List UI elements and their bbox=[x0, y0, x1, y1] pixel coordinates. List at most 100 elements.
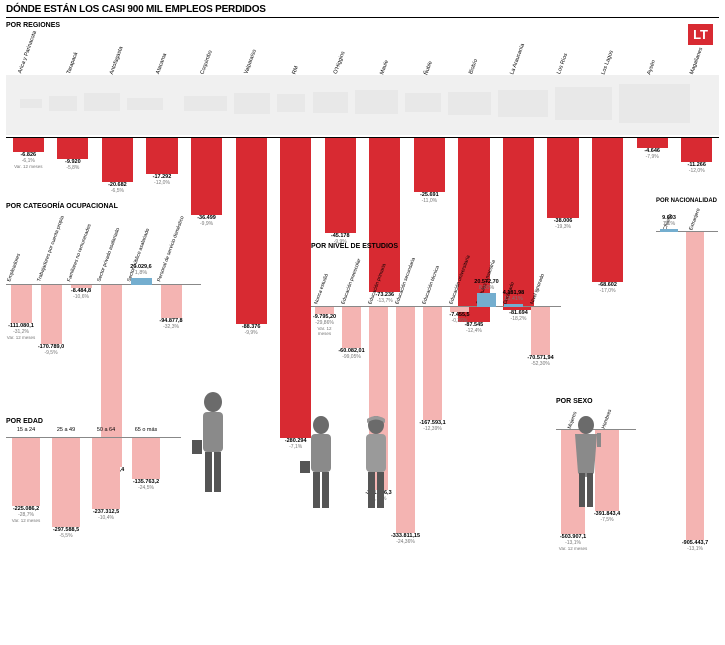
bar-pct: -5,8% bbox=[66, 165, 79, 171]
mini-label: Trabajadores por cuenta propia bbox=[36, 215, 65, 282]
bar-pct: -7,9% bbox=[646, 154, 659, 160]
bar-pct: -6,5% bbox=[111, 188, 124, 194]
region-label: Los Ríos bbox=[556, 51, 570, 75]
bar-pct: -12,39% bbox=[423, 426, 442, 432]
bar-pct: -10,6% bbox=[73, 294, 89, 300]
bar-pct: -99,05% bbox=[342, 354, 361, 360]
mini-bar bbox=[161, 285, 182, 318]
mini-bar bbox=[660, 229, 678, 232]
region-labels: Arica y Parinacota Tarapacá Antofagasta Ata… bbox=[6, 31, 719, 75]
bar-pct: -9,9% bbox=[245, 330, 258, 336]
bar-pct: -5,5% bbox=[59, 533, 72, 539]
bar-pct: -24,36% bbox=[396, 539, 415, 545]
person-figure-4 bbox=[561, 413, 611, 523]
section-edad: POR EDAD 15 a 24 25 a 49 50 a 64 65 o más -… bbox=[6, 418, 181, 539]
mini-label: 65 o más bbox=[135, 427, 158, 437]
mini-bar bbox=[131, 278, 152, 285]
mini-label: Nivel ignorado bbox=[529, 255, 552, 306]
region-label: Los Lagos bbox=[600, 47, 615, 75]
region-label: RM bbox=[291, 64, 300, 76]
region-bar bbox=[414, 138, 445, 192]
bar-value: 20.029,61,8% bbox=[126, 264, 155, 276]
bar-pct: -12,0% bbox=[154, 180, 170, 186]
region-label: Maule bbox=[379, 58, 390, 76]
bar-pct: -9,9% bbox=[200, 221, 213, 227]
mini-label: 50 a 64 bbox=[97, 427, 115, 437]
region-label: Ñuble bbox=[424, 58, 435, 75]
region-label: Arica y Parinacota bbox=[17, 29, 39, 75]
section-estudios-label: POR NIVEL DE ESTUDIOS bbox=[311, 243, 561, 250]
bar-pct: -12,0% bbox=[689, 168, 705, 174]
mini-bar bbox=[531, 307, 550, 355]
region-bar bbox=[325, 138, 356, 233]
person-figure-1 bbox=[186, 388, 241, 508]
section-edad-label: POR EDAD bbox=[6, 418, 181, 425]
region-bar bbox=[681, 138, 712, 162]
bar-pct: -32,3% bbox=[163, 324, 179, 330]
bar-pct: -9,5% bbox=[44, 350, 57, 356]
mini-bar bbox=[12, 438, 40, 506]
mini-label: Educación primaria bbox=[367, 255, 390, 306]
section-sexo-label: POR SEXO bbox=[556, 398, 636, 405]
section-estudios: POR NIVEL DE ESTUDIOS Nunca estudióEduca… bbox=[311, 243, 561, 545]
chile-map bbox=[6, 75, 719, 135]
mini-bar bbox=[686, 232, 704, 540]
region-bar bbox=[236, 138, 267, 324]
section-regions-label: POR REGIONES bbox=[6, 22, 719, 29]
mini-bar bbox=[11, 285, 32, 323]
mini-bar bbox=[342, 307, 361, 348]
bar-value: 4.181,9813,41% bbox=[500, 290, 526, 302]
region-bar bbox=[637, 138, 668, 148]
mini-label: 15 a 24 bbox=[17, 427, 35, 437]
region-label: Coquimbo bbox=[199, 48, 214, 75]
bar-value: 9.6931,1% bbox=[656, 215, 681, 227]
mini-bar bbox=[52, 438, 80, 527]
mini-label: Nunca estudió bbox=[313, 255, 336, 306]
bar-pct: -0,36% bbox=[452, 318, 468, 324]
mini-bar bbox=[315, 307, 334, 314]
section-nacionalidad: POR NACIONALIDAD ChilenoExtranjero 9.693… bbox=[656, 198, 718, 552]
region-label: Aysén bbox=[646, 57, 658, 75]
section-categoria-label: POR CATEGORÍA OCUPACIONAL bbox=[6, 203, 201, 210]
region-label: Atacama bbox=[155, 51, 169, 75]
bar-value: 20.572,708,10% bbox=[473, 279, 499, 291]
page-title: DÓNDE ESTÁN LOS CASI 900 MIL EMPLEOS PER… bbox=[6, 4, 719, 18]
bar-pct: -10,4% bbox=[98, 515, 114, 521]
region-label: Antofagasta bbox=[109, 44, 125, 76]
section-nacionalidad-label: POR NACIONALIDAD bbox=[656, 198, 718, 204]
region-label: O'Higgins bbox=[333, 49, 347, 75]
mini-bar bbox=[132, 438, 160, 479]
mini-label: Familiares no remunerados bbox=[66, 215, 95, 282]
region-bar bbox=[13, 138, 44, 152]
region-bar bbox=[547, 138, 578, 218]
region-bar bbox=[146, 138, 177, 174]
region-label: Biobío bbox=[468, 57, 480, 76]
mini-label: Educación secundaria bbox=[394, 255, 417, 306]
region-label: Magallanes bbox=[689, 45, 705, 75]
region-bar bbox=[102, 138, 133, 182]
person-figure-3 bbox=[351, 413, 401, 523]
bar-pct: -19,3% bbox=[555, 224, 571, 230]
mini-bar bbox=[477, 293, 496, 307]
mini-label: Educación preescolar bbox=[340, 255, 363, 306]
region-label: La Araucanía bbox=[510, 41, 527, 75]
region-bar bbox=[280, 138, 311, 438]
mini-label: Educación técnica bbox=[421, 255, 444, 306]
bar-pct: -13,1% bbox=[687, 546, 703, 552]
bar-pct: -24,5% bbox=[138, 485, 154, 491]
mini-label: Educación universitaria bbox=[448, 255, 471, 306]
region-label: Tarapacá bbox=[66, 50, 80, 75]
mini-label: Empleadores bbox=[6, 215, 35, 282]
mini-label: Extranjero bbox=[688, 208, 701, 231]
bar-pct: -11,0% bbox=[422, 198, 437, 204]
mini-bar bbox=[41, 285, 62, 344]
region-bar bbox=[592, 138, 623, 282]
mini-bar bbox=[423, 307, 442, 420]
mini-label: 25 a 49 bbox=[57, 427, 75, 437]
person-figure-2 bbox=[296, 413, 346, 523]
region-label: Valparaíso bbox=[244, 47, 259, 75]
mini-label: Personal de servicio doméstico bbox=[156, 215, 185, 282]
mini-label: Sector privado asalariado bbox=[96, 215, 125, 282]
bar-pct: -17,0% bbox=[600, 288, 616, 294]
bar-pct: -52,30% bbox=[531, 361, 550, 367]
